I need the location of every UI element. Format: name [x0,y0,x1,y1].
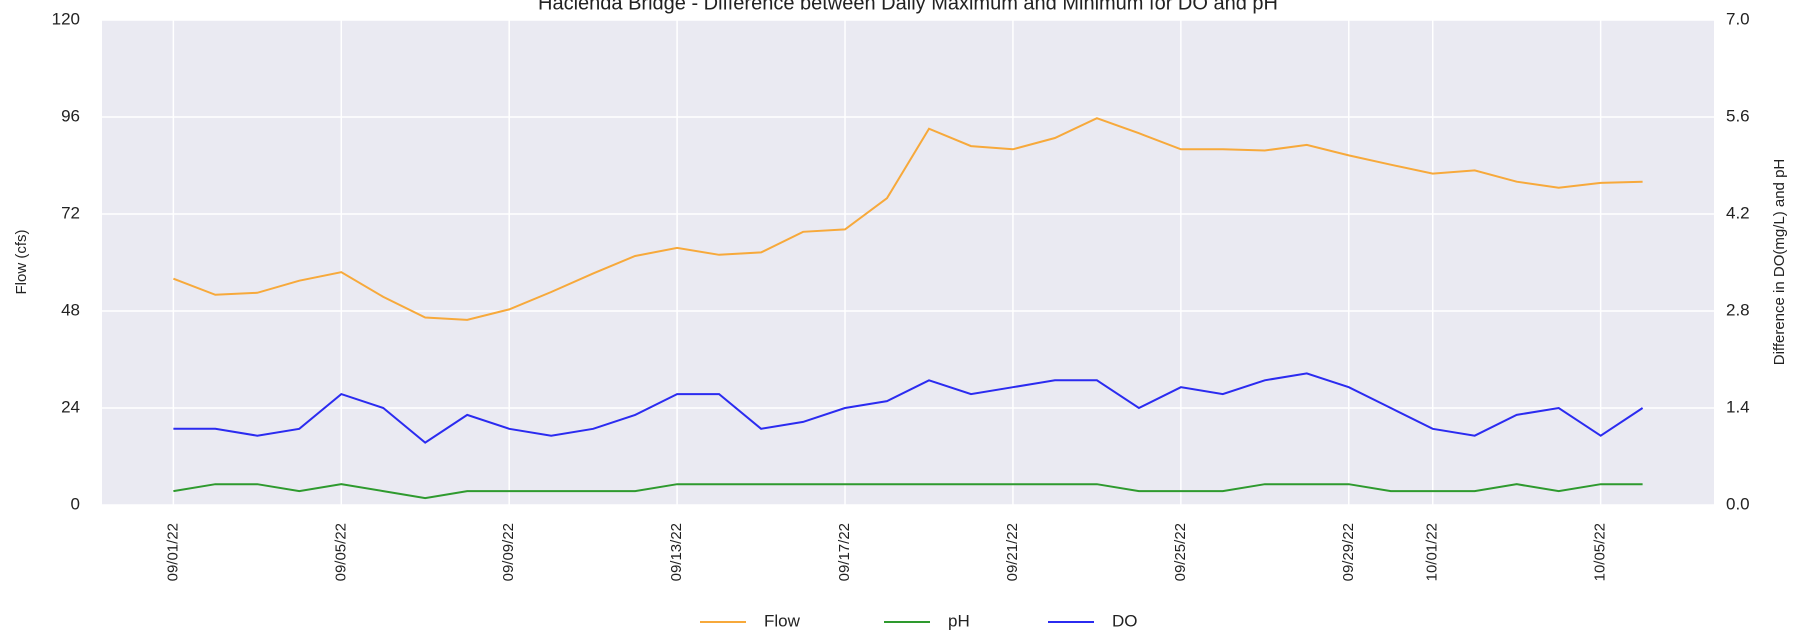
plot-background [102,20,1714,505]
x-tick-label: 09/17/22 [836,523,853,581]
y2-tick-label: 7.0 [1726,9,1750,28]
x-tick-label: 10/01/22 [1424,523,1441,581]
x-tick-label: 09/29/22 [1340,523,1357,581]
y-tick-label: 48 [61,300,80,319]
y-tick-label: 120 [52,9,80,28]
x-tick-label: 09/09/22 [500,523,517,581]
y2-tick-label: 0.0 [1726,494,1750,513]
y2-tick-label: 5.6 [1726,106,1750,125]
y-tick-label: 0 [71,494,80,513]
y2-tick-label: 4.2 [1726,203,1750,222]
x-tick-label: 09/13/22 [668,523,685,581]
y2-axis-label: Difference in DO(mg/L) and pH [1771,159,1788,365]
x-tick-label: 09/21/22 [1004,523,1021,581]
y2-tick-label: 1.4 [1726,397,1750,416]
x-tick-label: 09/05/22 [332,523,349,581]
line-series [173,117,1643,321]
x-tick-label: 10/05/22 [1592,523,1609,581]
chart-title: Hacienda Bridge - Difference between Dai… [538,0,1278,14]
y-tick-label: 24 [61,397,80,416]
y-tick-label: 96 [61,106,80,125]
y-tick-label: 72 [61,203,80,222]
y2-tick-label: 2.8 [1726,300,1750,319]
legend-label: DO [1112,611,1138,630]
line-series [173,483,1643,500]
legend-label: Flow [764,611,801,630]
y-axis-label: Flow (cfs) [13,230,30,295]
legend-label: pH [948,611,970,630]
line-series [173,372,1644,444]
x-tick-label: 09/01/22 [164,523,181,581]
x-tick-label: 09/25/22 [1172,523,1189,581]
